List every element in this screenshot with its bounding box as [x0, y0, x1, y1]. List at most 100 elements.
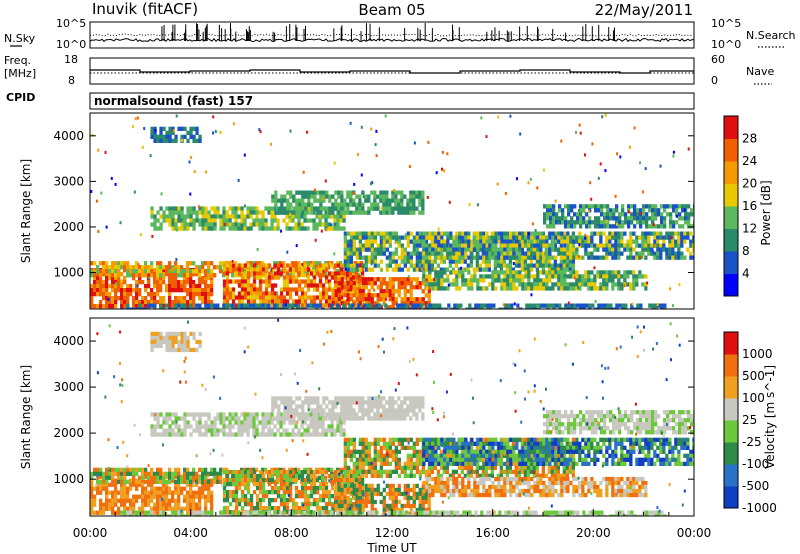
power-cell — [255, 218, 259, 223]
power-cell — [336, 303, 340, 308]
power-cell — [415, 255, 419, 260]
velocity-cell — [204, 475, 208, 480]
power-cell — [602, 274, 606, 279]
power-cell — [279, 299, 284, 304]
power-cell — [536, 251, 540, 256]
power-cell — [517, 259, 521, 264]
power-cell — [521, 255, 525, 260]
power-cell — [550, 267, 554, 272]
power-cell — [123, 261, 127, 266]
power-cell — [488, 282, 492, 287]
power-cell — [394, 231, 398, 236]
power-cell — [644, 239, 648, 244]
power-cell — [249, 287, 254, 292]
power-cell — [403, 206, 407, 211]
velocity-cell — [144, 490, 148, 495]
power-cell — [331, 194, 335, 199]
power-cell — [590, 286, 594, 291]
power-cell — [385, 247, 389, 252]
power-cell — [449, 247, 453, 252]
velocity-cell — [255, 498, 260, 503]
power-cell — [503, 247, 507, 252]
power-cell — [621, 307, 625, 309]
power-cell — [548, 286, 552, 291]
power-ytick-label: 1000 — [53, 266, 84, 280]
power-cell — [635, 278, 639, 283]
power-cell — [428, 247, 432, 252]
power-cell — [306, 303, 310, 308]
velocity-cell — [141, 471, 145, 476]
velocity-cell — [195, 482, 199, 487]
power-cell — [476, 243, 480, 248]
power-cell — [135, 300, 139, 305]
power-cell — [599, 231, 603, 236]
velocity-cell — [228, 478, 233, 483]
power-cell — [318, 261, 322, 266]
power-cell — [261, 267, 266, 272]
power-cell — [117, 265, 121, 270]
power-cell — [301, 210, 305, 215]
power-cell — [460, 235, 464, 240]
power-cell — [473, 270, 477, 275]
power-cell — [388, 243, 392, 248]
velocity-cell — [171, 478, 175, 483]
power-cell — [284, 303, 287, 307]
power-cell — [566, 251, 570, 256]
power-cell — [494, 274, 498, 279]
power-cell — [189, 192, 192, 196]
velocity-cell — [93, 471, 97, 476]
power-cell — [421, 198, 425, 203]
power-cell — [321, 307, 325, 309]
power-cell — [451, 235, 455, 240]
power-cell — [315, 295, 320, 300]
velocity-cell — [288, 486, 293, 491]
velocity-cell — [120, 486, 124, 491]
power-cell — [638, 251, 642, 256]
velocity-cell — [294, 490, 299, 495]
power-cell — [153, 126, 157, 131]
power-cell — [415, 281, 419, 286]
power-cell — [646, 281, 649, 285]
power-cell — [318, 267, 323, 272]
power-cell — [521, 235, 525, 240]
power-cell — [385, 190, 389, 195]
power-cell — [222, 271, 227, 276]
power-cell — [505, 231, 509, 236]
power-cell — [621, 303, 625, 308]
power-cell — [394, 297, 398, 302]
power-cell — [569, 251, 573, 256]
power-cell — [138, 307, 142, 309]
power-cell — [168, 218, 172, 223]
power-cell — [409, 285, 413, 290]
velocity-cell — [276, 494, 281, 499]
power-cell — [482, 274, 486, 279]
power-cell — [297, 267, 302, 272]
power-cell — [349, 239, 353, 244]
power-cell — [177, 269, 181, 274]
power-cell — [538, 259, 542, 264]
power-cell — [518, 278, 522, 283]
power-cell — [493, 235, 497, 240]
velocity-cell — [246, 478, 251, 483]
power-cell — [156, 261, 160, 266]
power-cell — [334, 190, 338, 195]
velocity-cell — [150, 432, 154, 437]
velocity-cell — [102, 506, 106, 511]
nsky-trace — [89, 23, 695, 43]
power-cell — [601, 115, 604, 119]
velocity-cell — [246, 470, 251, 475]
velocity-cell — [225, 470, 230, 475]
power-cell — [294, 291, 299, 296]
velocity-cell — [333, 428, 337, 433]
velocity-cell — [276, 474, 281, 479]
power-cell — [246, 269, 250, 274]
power-cell — [597, 176, 600, 180]
power-cell — [388, 259, 392, 264]
power-cell — [357, 283, 362, 288]
power-cell — [533, 251, 537, 256]
power-cell — [321, 263, 326, 268]
power-cell — [174, 261, 178, 266]
velocity-cell — [267, 490, 272, 495]
power-cell — [373, 235, 377, 240]
power-cell — [458, 231, 462, 236]
